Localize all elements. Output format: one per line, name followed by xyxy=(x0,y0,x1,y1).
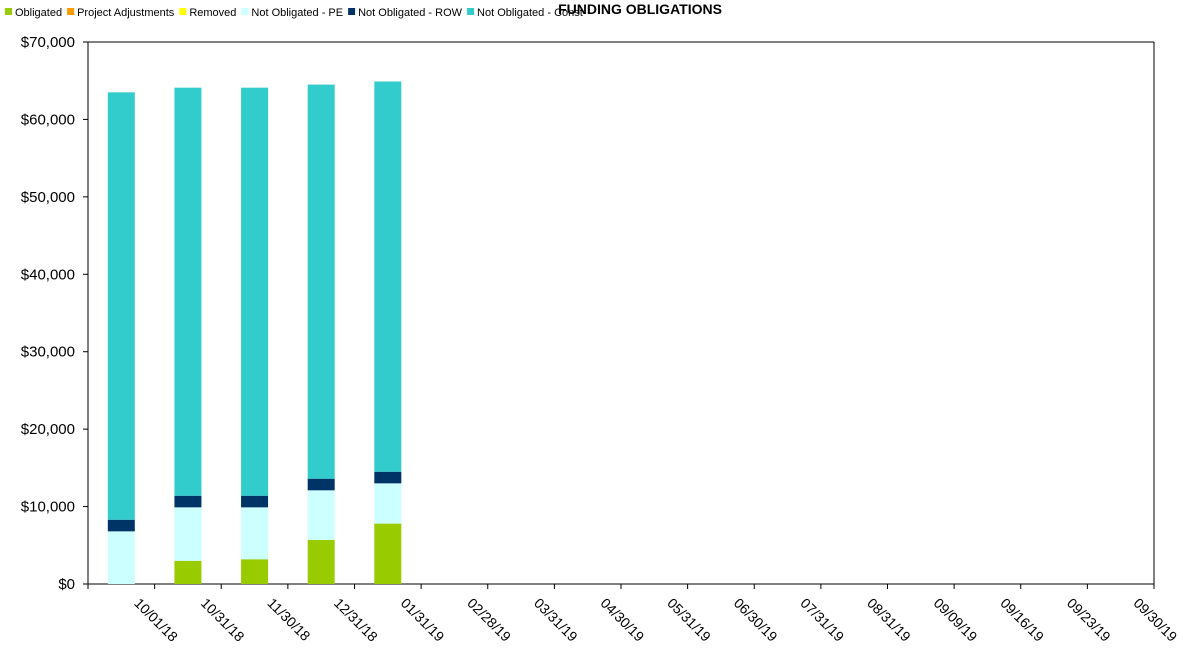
bar-not-obligated-row xyxy=(307,478,335,491)
x-tick-label: 07/31/19 xyxy=(797,595,847,645)
bar-obligated xyxy=(307,539,335,584)
y-tick-label: $30,000 xyxy=(21,344,75,361)
legend-swatch xyxy=(241,8,249,15)
legend-label: Removed xyxy=(189,7,236,19)
x-tick-label: 01/31/19 xyxy=(398,595,448,645)
x-tick-label: 08/31/19 xyxy=(864,595,914,645)
x-tick-label: 06/30/19 xyxy=(731,595,781,645)
x-tick-label: 02/28/19 xyxy=(464,595,514,645)
chart-title: FUNDING OBLIGATIONS xyxy=(558,1,722,17)
bar-not-obligated-row xyxy=(107,519,135,532)
y-tick-label: $50,000 xyxy=(21,189,75,206)
bar-obligated xyxy=(241,559,269,584)
y-tick-label: $20,000 xyxy=(21,421,75,438)
x-tick-label: 09/09/19 xyxy=(931,595,981,645)
y-tick-label: $10,000 xyxy=(21,499,75,516)
legend: Obligated Project Adjustments Removed Not O… xyxy=(5,7,583,19)
bar-obligated xyxy=(174,560,202,584)
x-tick-label: 11/30/18 xyxy=(264,595,313,644)
x-tick-label: 10/31/18 xyxy=(198,595,248,645)
x-tick-label: 09/16/19 xyxy=(997,595,1047,645)
bar-not-obligated-pe xyxy=(241,507,269,560)
x-tick-label: 10/01/18 xyxy=(131,595,181,645)
y-tick-label: $40,000 xyxy=(21,266,75,283)
legend-swatch xyxy=(5,8,12,15)
bar-not-obligated-pe xyxy=(374,483,402,524)
legend-swatch xyxy=(467,8,475,15)
y-tick-label: $70,000 xyxy=(21,34,75,51)
bar-not-obligated-row xyxy=(174,495,202,508)
legend-swatch xyxy=(348,8,356,15)
legend-swatch xyxy=(179,8,187,15)
bar-not-obligated-const xyxy=(307,84,335,479)
x-tick-label: 04/30/19 xyxy=(598,595,648,645)
legend-swatch xyxy=(67,8,75,15)
bar-not-obligated-const xyxy=(107,92,135,520)
legend-label: Obligated xyxy=(15,7,62,19)
bar-not-obligated-const xyxy=(174,87,202,496)
legend-label: Not Obligated - Const xyxy=(477,7,583,19)
x-tick-label: 09/23/19 xyxy=(1064,595,1114,645)
plot-area: $0 $10,000 $20,000 $30,000 $40,000 $50,000 $60… xyxy=(21,34,1181,645)
bar-not-obligated-pe xyxy=(107,531,135,584)
x-tick-label: 12/31/18 xyxy=(331,595,381,645)
y-tick-label: $0 xyxy=(58,576,75,593)
bar-not-obligated-pe xyxy=(307,490,335,540)
bar-not-obligated-row xyxy=(374,471,402,484)
bar-not-obligated-const xyxy=(241,87,269,496)
legend-label: Not Obligated - PE xyxy=(251,7,343,19)
legend-label: Not Obligated - ROW xyxy=(358,7,463,19)
bar-obligated xyxy=(374,523,402,584)
x-tick-label: 03/31/19 xyxy=(531,595,581,645)
bar-not-obligated-const xyxy=(374,81,402,472)
y-tick-label: $60,000 xyxy=(21,111,75,128)
x-tick-label: 09/30/19 xyxy=(1131,595,1181,645)
bar-not-obligated-row xyxy=(241,495,269,508)
x-tick-label: 05/31/19 xyxy=(664,595,714,645)
bar-not-obligated-pe xyxy=(174,507,202,561)
legend-label: Project Adjustments xyxy=(77,7,175,19)
